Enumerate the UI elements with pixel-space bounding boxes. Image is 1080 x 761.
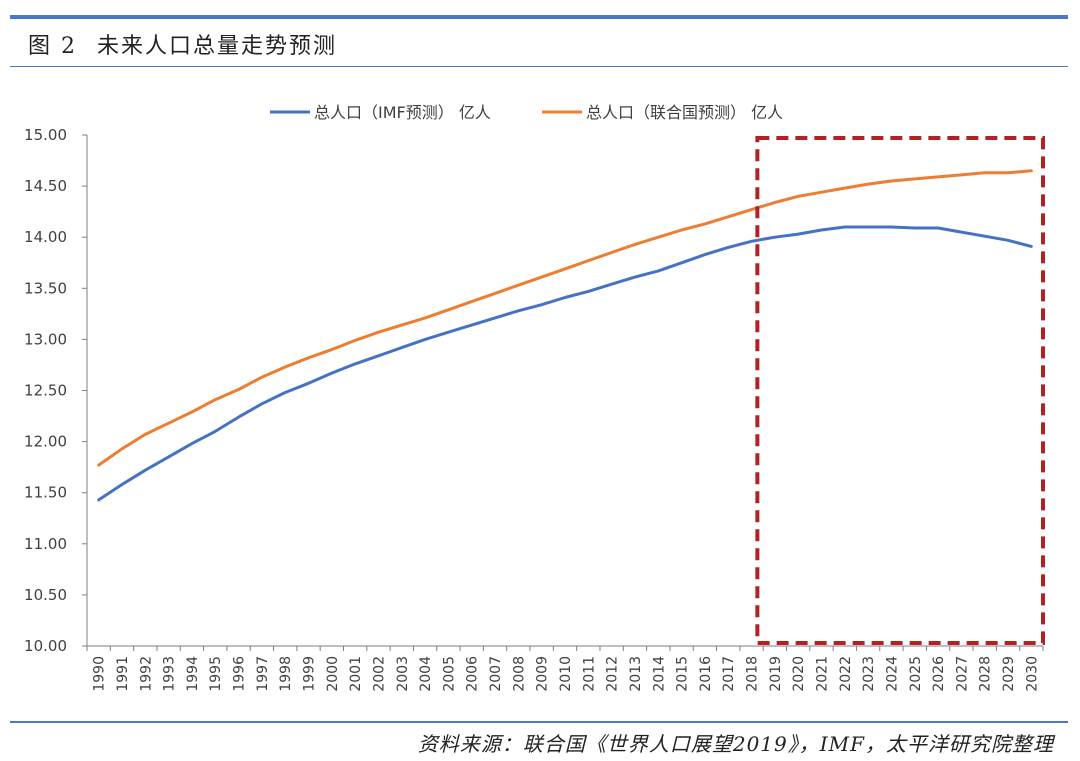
population-line-chart: 总人口（IMF预测） 亿人 总人口（联合国预测） 亿人 10.00 10.50 11.…: [24, 103, 1045, 692]
x-tick-label: 2020: [791, 656, 807, 692]
series-un-line: [97, 169, 1033, 467]
x-tick-label: 1995: [208, 656, 224, 692]
x-tick-label: 2017: [721, 656, 737, 692]
y-tick-label: 12.00: [24, 433, 67, 451]
legend-label: 总人口（IMF预测） 亿人: [314, 103, 491, 122]
chart-legend: 总人口（IMF预测） 亿人 总人口（联合国预测） 亿人: [270, 103, 783, 122]
chart-axes: [82, 134, 1044, 651]
x-tick-label: 1992: [138, 656, 154, 692]
x-tick-label: 2007: [488, 656, 504, 692]
x-tick-label: 1994: [185, 656, 201, 692]
y-tick-label: 13.50: [24, 279, 67, 297]
series-imf-line: [97, 225, 1033, 502]
x-tick-label: 1996: [232, 656, 248, 692]
x-tick-label: 2005: [441, 656, 457, 692]
x-tick-label: 2012: [605, 656, 621, 692]
x-tick-label: 2021: [814, 656, 830, 692]
figure-title: 未来人口总量走势预测: [97, 34, 338, 59]
x-tick-label: 2000: [325, 656, 341, 692]
chart-container: 总人口（IMF预测） 亿人 总人口（联合国预测） 亿人 10.00 10.50 11.…: [0, 90, 1080, 710]
x-tick-label: 1999: [302, 656, 318, 692]
x-tick-label: 2004: [418, 656, 434, 692]
x-tick-labels: 1990 1991 1992 1993 1994 1995 1996 1997 1998 1999…: [92, 656, 1041, 692]
title-underline: [10, 66, 1068, 67]
y-tick-label: 15.00: [24, 126, 67, 144]
y-tick-label: 14.50: [24, 177, 67, 195]
x-tick-label: 2025: [908, 656, 924, 692]
x-tick-label: 1991: [115, 656, 131, 692]
x-tick-label: 2003: [395, 656, 411, 692]
x-tick-label: 2026: [931, 656, 947, 692]
chart-series: [97, 169, 1033, 502]
y-tick-label: 12.50: [24, 382, 67, 400]
y-tick-labels: 10.00 10.50 11.00 11.50 12.00 12.50 13.00 13.50…: [24, 126, 67, 655]
x-tick-label: 2015: [675, 656, 691, 692]
figure-label: 图 2: [28, 34, 77, 59]
y-tick-label: 14.00: [24, 228, 67, 246]
forecast-highlight-box: [755, 136, 1045, 645]
bottom-rule: [10, 721, 1068, 723]
x-tick-label: 2018: [745, 656, 761, 692]
x-tick-label: 2022: [838, 656, 854, 692]
x-tick-label: 2013: [628, 656, 644, 692]
x-tick-label: 2023: [861, 656, 877, 692]
x-tick-label: 2027: [954, 656, 970, 692]
y-tick-label: 11.50: [24, 484, 67, 502]
x-tick-label: 1993: [162, 656, 178, 692]
x-tick-label: 2028: [978, 656, 994, 692]
x-tick-label: 2019: [768, 656, 784, 692]
x-tick-label: 2024: [884, 656, 900, 692]
x-tick-label: 2030: [1024, 656, 1040, 692]
y-tick-label: 13.00: [24, 330, 67, 348]
x-tick-label: 1998: [278, 656, 294, 692]
y-tick-label: 10.50: [24, 586, 67, 604]
y-tick-label: 11.00: [24, 535, 67, 553]
x-tick-label: 2006: [465, 656, 481, 692]
legend-label: 总人口（联合国预测） 亿人: [586, 103, 783, 122]
x-tick-label: 2008: [511, 656, 527, 692]
x-tick-label: 2010: [558, 656, 574, 692]
x-tick-label: 2029: [1001, 656, 1017, 692]
x-tick-label: 1997: [255, 656, 271, 692]
x-tick-label: 1990: [92, 656, 108, 692]
source-note: 资料来源：联合国《世界人口展望2019》，IMF，太平洋研究院整理: [417, 732, 1054, 756]
x-tick-label: 2011: [581, 656, 597, 692]
y-tick-label: 10.00: [24, 637, 67, 655]
x-tick-label: 2016: [698, 656, 714, 692]
x-tick-label: 2014: [651, 656, 667, 692]
figure-header: 图 2 未来人口总量走势预测: [28, 28, 337, 60]
x-tick-label: 2009: [535, 656, 551, 692]
x-tick-label: 2002: [371, 656, 387, 692]
top-rule: [10, 15, 1068, 19]
x-tick-label: 2001: [348, 656, 364, 692]
forecast-highlight: [755, 136, 1045, 645]
